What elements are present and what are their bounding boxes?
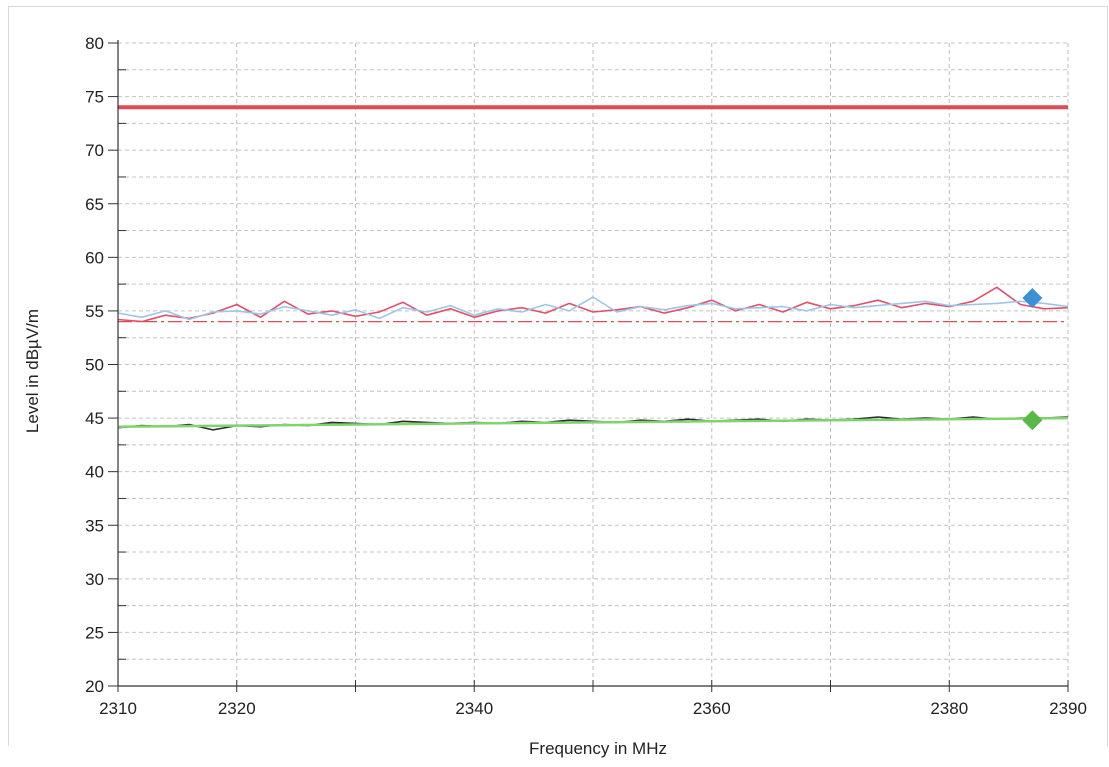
y-tick-label: 75 (85, 88, 104, 107)
series-line-2 (117, 296, 1069, 321)
y-tick-label: 25 (85, 623, 104, 642)
marker-diamond-2 (1022, 410, 1043, 431)
y-tick-label: 50 (85, 356, 104, 375)
series-line-1 (117, 286, 1069, 323)
y-tick-label: 30 (85, 570, 104, 589)
tick-labels: 20 25 30 35 40 45 50 55 60 65 70 75 80 2310 2320 2340 23… (85, 34, 1087, 718)
x-tick-label: 2380 (930, 699, 968, 718)
x-axis-title: Frequency in MHz (529, 739, 667, 758)
y-tick-label: 70 (85, 141, 104, 160)
marker-diamond-1 (1022, 288, 1043, 309)
markers (1022, 288, 1043, 431)
series-line-4 (117, 416, 1069, 428)
y-tick-label: 55 (85, 302, 104, 321)
y-tick-label: 20 (85, 677, 104, 696)
x-tick-label: 2390 (1049, 699, 1087, 718)
x-tick-label: 2310 (99, 699, 137, 718)
x-tick-label: 2340 (455, 699, 493, 718)
x-tick-label: 2360 (693, 699, 731, 718)
y-tick-label: 80 (85, 34, 104, 53)
x-tick-label: 2320 (218, 699, 256, 718)
limit-lines (118, 105, 1068, 323)
axes (108, 40, 1069, 692)
y-axis-title: Level in dBµV/m (23, 309, 42, 433)
series-lines (117, 286, 1069, 431)
y-tick-label: 65 (85, 195, 104, 214)
y-tick-label: 40 (85, 463, 104, 482)
grid (118, 42, 1069, 686)
y-tick-label: 60 (85, 248, 104, 267)
y-tick-label: 45 (85, 409, 104, 428)
y-tick-label: 35 (85, 516, 104, 535)
chart-frame (8, 6, 1108, 746)
